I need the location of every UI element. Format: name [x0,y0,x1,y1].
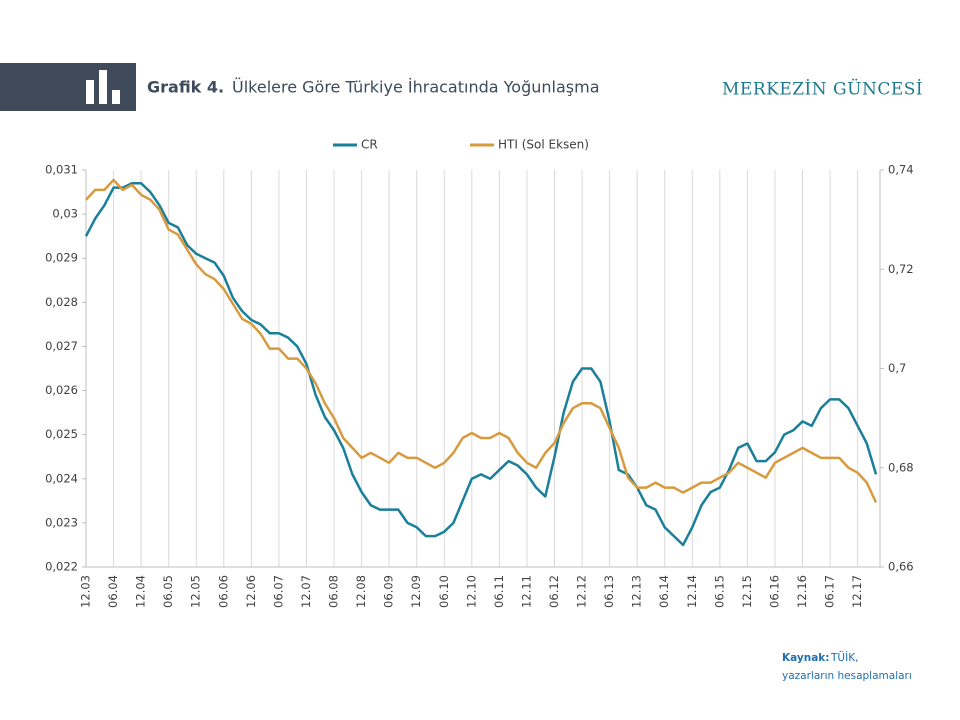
x-tick-label: 06.11 [492,575,506,608]
x-tick-label: 06.17 [823,575,837,608]
y-tick-label: 0,024 [45,471,78,485]
x-tick-label: 12.17 [850,575,864,608]
x-tick-label: 06.04 [106,575,120,608]
y-tick-label: 0,031 [45,163,78,177]
x-tick-label: 06.07 [271,575,285,608]
x-tick-label: 06.06 [216,575,230,608]
x-tick-label: 06.14 [657,575,671,608]
x-tick-label: 12.11 [519,575,533,608]
y2-tick-label: 0,66 [888,560,914,574]
x-tick-label: 06.05 [161,575,175,608]
x-tick-label: 12.13 [630,575,644,608]
x-tick-label: 12.03 [79,575,93,608]
figure-number: Grafik 4. [147,78,224,97]
y-tick-label: 0,022 [45,560,78,574]
y-tick-label: 0,029 [45,251,78,265]
page-title: Ülkelere Göre Türkiye İhracatında Yoğunl… [232,78,600,97]
x-tick-label: 12.14 [685,575,699,608]
source-text: yazarların hesaplamaları [782,670,912,682]
chart-icon [86,70,120,104]
legend-label: HTI (Sol Eksen) [498,138,589,152]
series-line [84,181,878,547]
x-tick-label: 12.16 [795,575,809,608]
x-tick-label: 12.09 [409,575,423,608]
x-tick-label: 06.09 [382,575,396,608]
y-tick-label: 0,028 [45,295,78,309]
source-text: TÜİK, [830,651,858,664]
x-tick-label: 06.13 [602,575,616,608]
x-tick-label: 12.08 [354,575,368,608]
x-tick-label: 12.12 [575,575,589,608]
x-tick-label: 06.12 [547,575,561,608]
y-tick-label: 0,027 [45,339,78,353]
x-tick-label: 06.08 [327,575,341,608]
x-tick-label: 06.10 [437,575,451,608]
x-tick-label: 12.05 [189,575,203,608]
x-tick-label: 12.07 [299,575,313,608]
y2-tick-label: 0,72 [888,262,914,276]
y-tick-label: 0,03 [52,207,78,221]
x-tick-label: 12.15 [740,575,754,608]
x-tick-label: 12.04 [134,575,148,608]
y2-tick-label: 0,74 [888,163,914,177]
x-tick-label: 12.10 [464,575,478,608]
source-label: Kaynak: [782,652,830,664]
y-tick-label: 0,026 [45,383,78,397]
x-tick-label: 06.16 [767,575,781,608]
legend-label: CR [361,138,378,152]
x-tick-label: 12.06 [244,575,258,608]
y-tick-label: 0,023 [45,515,78,529]
brand: MERKEZİN GÜNCESİ [722,79,923,100]
y2-tick-label: 0,7 [888,361,906,375]
x-tick-label: 06.15 [712,575,726,608]
series-line [85,178,878,504]
y2-tick-label: 0,68 [888,460,914,474]
y-tick-label: 0,025 [45,427,78,441]
